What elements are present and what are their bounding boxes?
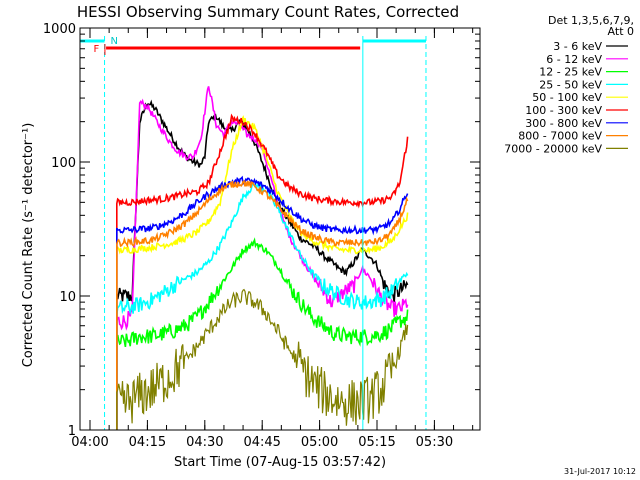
series-line-7	[116, 179, 409, 430]
y-tick-label: 100	[51, 156, 76, 171]
x-tick-label: 05:30	[416, 435, 453, 450]
x-tick-label: 05:00	[301, 435, 338, 450]
series-line-2	[116, 237, 409, 430]
axes: 04:00 04:15 04:30 04:45 05:00 05:15 05:30 1 10 10…	[43, 22, 481, 450]
legend-header: Det 1,3,5,6,7,9,	[548, 14, 634, 27]
legend-label: 7000 - 20000 keV	[504, 142, 602, 155]
legend-label: 50 - 100 keV	[532, 91, 602, 104]
x-tick-label: 04:00	[71, 435, 108, 450]
y-axis-label: Corrected Count Rate (s⁻¹ detector⁻¹)	[21, 123, 36, 368]
series-line-6	[116, 175, 409, 430]
flare-label: F	[94, 44, 100, 55]
legend-label: 12 - 25 keV	[539, 66, 602, 79]
legend-label: 800 - 7000 keV	[518, 130, 602, 143]
legend-header: Att 0	[608, 25, 634, 38]
x-tick-label: 04:15	[129, 435, 166, 450]
legend-label: 100 - 300 keV	[525, 104, 602, 117]
legend-label: 6 - 12 keV	[546, 53, 602, 66]
plot-area: NF	[80, 36, 427, 430]
y-tick-label: 1	[68, 424, 76, 439]
x-tick-label: 04:45	[243, 435, 280, 450]
x-tick-label: 04:30	[186, 435, 223, 450]
legend-label: 3 - 6 keV	[553, 40, 602, 53]
series-line-8	[116, 288, 409, 430]
chart-title: HESSI Observing Summary Count Rates, Cor…	[77, 3, 459, 21]
legend-label: 25 - 50 keV	[539, 78, 602, 91]
series-line-5	[116, 113, 409, 430]
footer-date: 31-Jul-2017 10:12	[564, 467, 636, 476]
x-tick-label: 05:15	[358, 435, 395, 450]
x-axis-label: Start Time (07-Aug-15 03:57:42)	[174, 455, 386, 470]
y-tick-label: 1000	[43, 22, 76, 37]
night-label: N	[111, 36, 118, 47]
legend-label: 300 - 800 keV	[525, 117, 602, 130]
plot-frame	[79, 27, 481, 431]
y-tick-label: 10	[59, 290, 76, 305]
